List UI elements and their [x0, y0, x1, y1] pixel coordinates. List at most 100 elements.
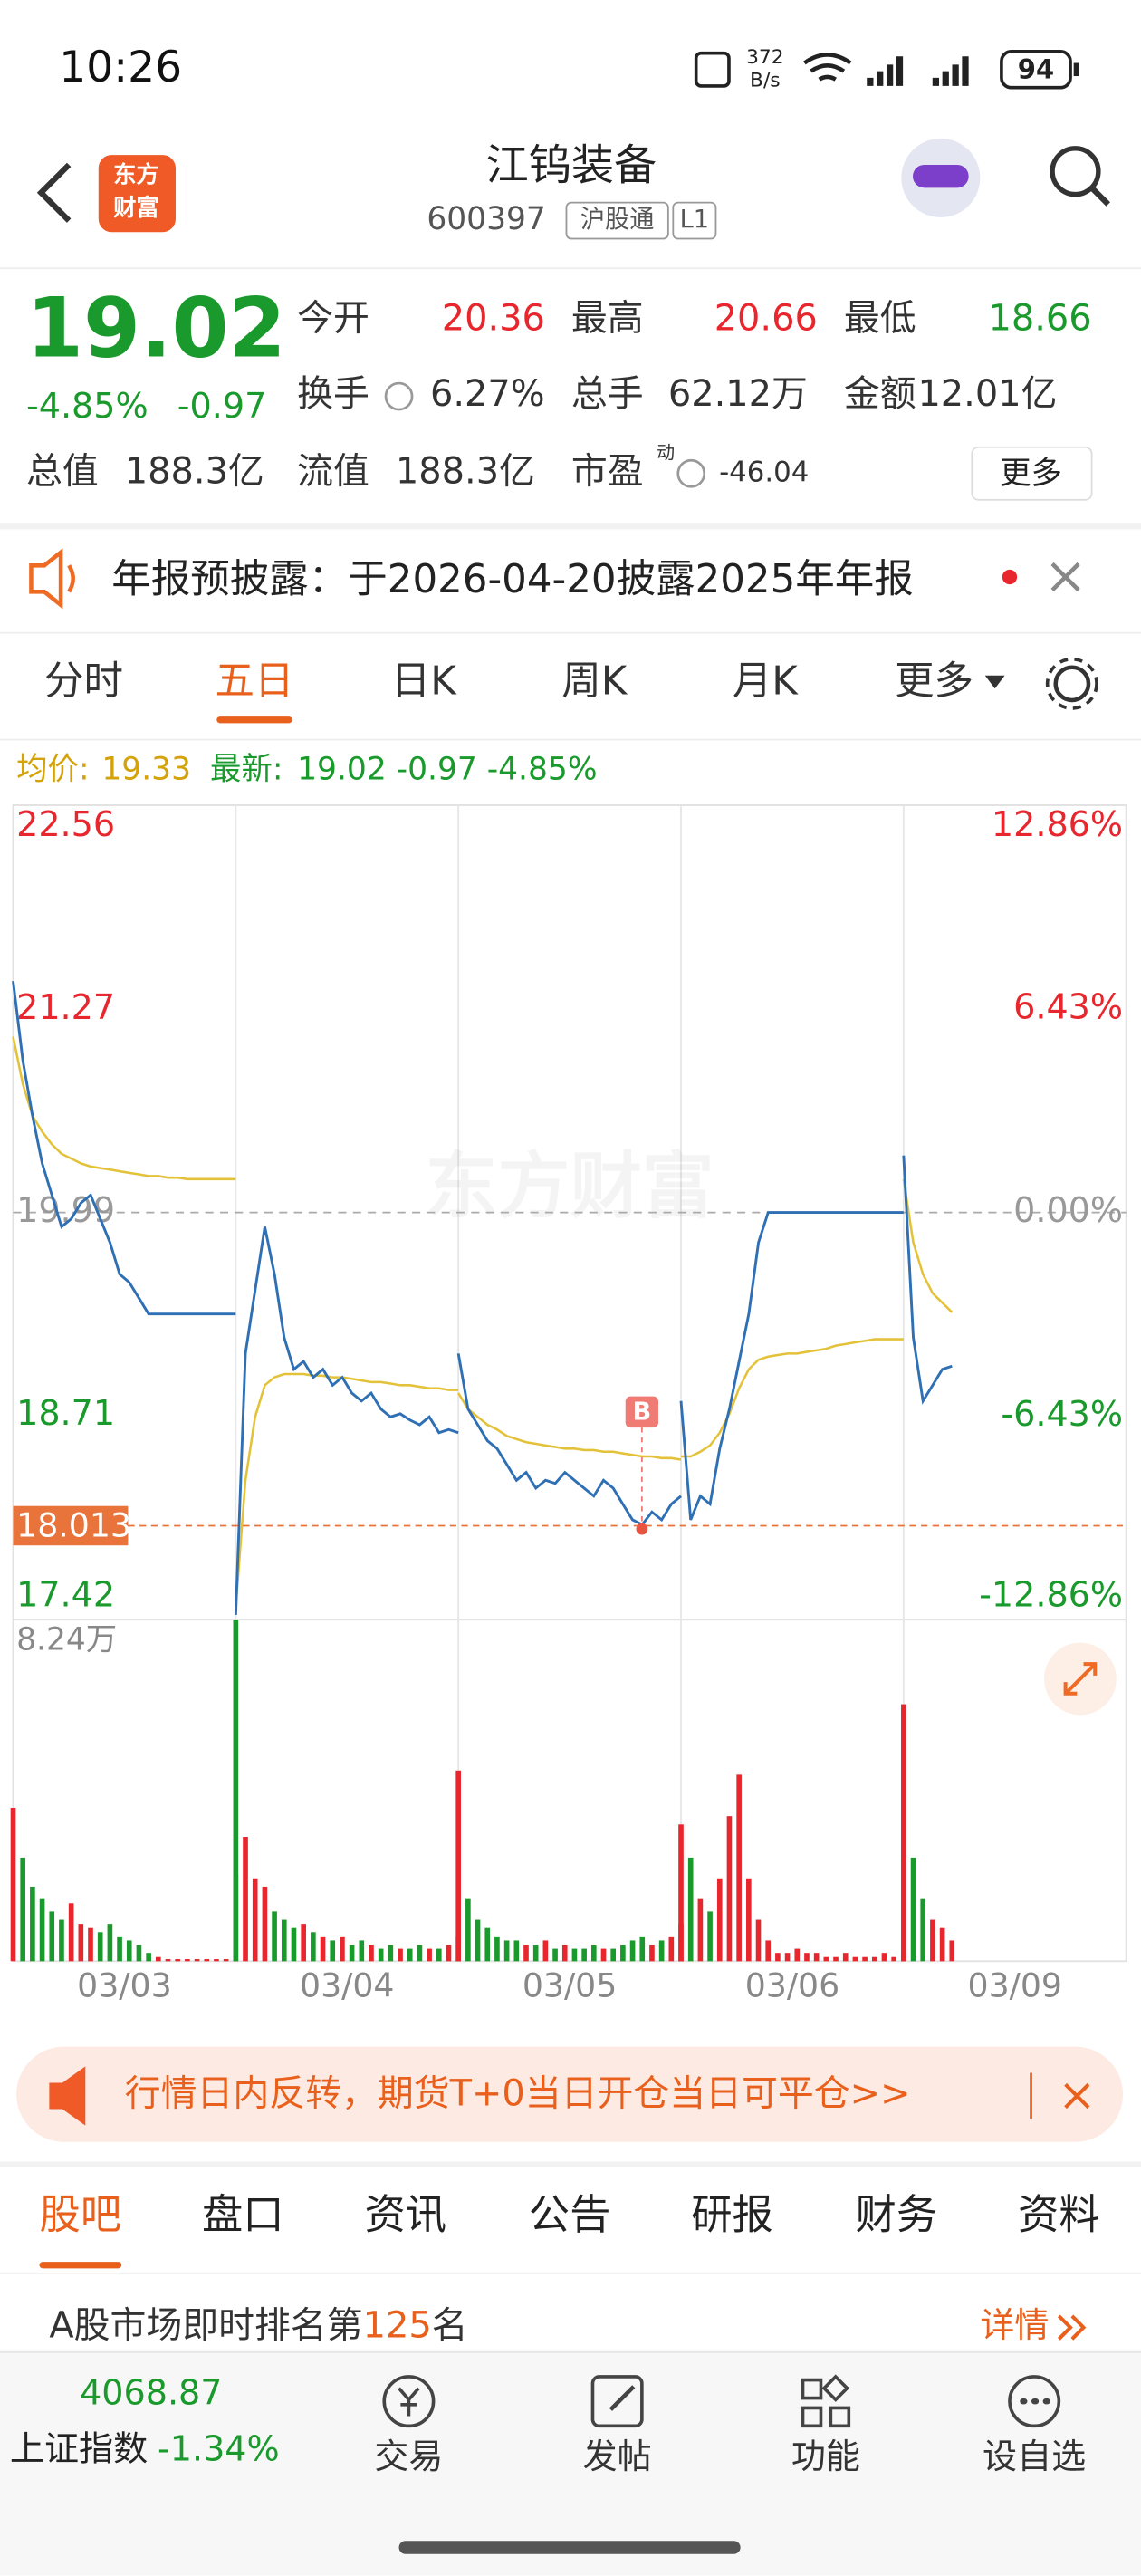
notice-text[interactable]: 年报预披露：于2026-04-20披露2025年年报 — [111, 557, 914, 602]
volume-bar — [581, 1948, 587, 1962]
cost-label: 18.013 — [16, 1505, 131, 1544]
settings-button[interactable] — [1053, 665, 1091, 703]
volume-bar — [600, 1948, 607, 1962]
y2-tick-label: 0.00% — [1013, 1190, 1123, 1230]
volume-bar — [561, 1945, 568, 1962]
volume-bar — [340, 1936, 345, 1962]
volume-bar — [542, 1940, 549, 1962]
volume-bar — [194, 1959, 200, 1962]
volume-bar — [10, 1807, 16, 1962]
volume-bar — [862, 1956, 868, 1962]
y-tick-label: 22.56 — [16, 804, 115, 844]
detail-link[interactable]: 详情 — [980, 2305, 1049, 2345]
volume-bar — [687, 1857, 694, 1962]
volume-bar — [465, 1898, 471, 1962]
nav-label[interactable]: 交易 — [374, 2437, 443, 2476]
volume-bar — [590, 1945, 597, 1962]
volume-bar — [369, 1945, 374, 1962]
y2-tick-label: 6.43% — [1013, 986, 1123, 1026]
volume-bar — [658, 1940, 665, 1962]
promo-banner[interactable] — [16, 2046, 1124, 2142]
volume-bar — [68, 1903, 74, 1962]
volume-bar — [311, 1932, 316, 1962]
volume-bar — [949, 1940, 955, 1962]
nav-label[interactable]: 发帖 — [583, 2437, 652, 2476]
series-line — [679, 1211, 904, 1521]
volume-bar — [910, 1857, 916, 1962]
section-tab[interactable]: 资讯 — [364, 2191, 446, 2239]
volume-bar — [503, 1940, 510, 1962]
index-value[interactable]: 4068.87 — [80, 2372, 222, 2412]
volume-bar — [88, 1927, 93, 1962]
series-line — [457, 1392, 682, 1461]
stock-code: 600397 — [427, 201, 545, 237]
volume-bar — [571, 1948, 578, 1962]
legend-value: 19.33 — [101, 751, 191, 787]
close-notice[interactable] — [1050, 562, 1080, 592]
field-value: 188.3亿 — [396, 450, 535, 492]
section-tab-active[interactable]: 股吧 — [40, 2191, 122, 2239]
close-promo[interactable] — [1064, 2082, 1090, 2110]
volume-bar — [794, 1948, 801, 1962]
volume-bar — [427, 1948, 432, 1962]
section-tab[interactable]: 盘口 — [202, 2191, 284, 2239]
nav-label[interactable]: 功能 — [791, 2437, 860, 2476]
info-icon[interactable] — [384, 381, 414, 411]
legend-name: 最新: — [210, 751, 283, 787]
period-tab[interactable]: 月K — [733, 658, 799, 704]
section-tab[interactable]: 财务 — [856, 2191, 938, 2239]
field-value: 18.66 — [988, 298, 1091, 340]
period-tab[interactable]: 更多 — [895, 658, 973, 704]
search-button[interactable] — [1050, 146, 1101, 197]
chart-frame — [12, 804, 1127, 1963]
index-line[interactable]: 上证指数 -1.34% — [10, 2428, 280, 2468]
cost-label-box — [13, 1505, 129, 1546]
yen-glyph — [398, 2387, 420, 2417]
period-tab-active[interactable]: 五日 — [216, 658, 294, 704]
volume-bar — [736, 1774, 742, 1962]
section-tab[interactable]: 研报 — [691, 2191, 773, 2239]
y-tick-label: 18.71 — [16, 1393, 115, 1433]
period-tab[interactable]: 周K — [561, 658, 628, 704]
volume-bar — [272, 1911, 277, 1962]
section-tab[interactable]: 公告 — [529, 2191, 611, 2239]
field-value: 20.66 — [714, 298, 818, 340]
volume-bar — [532, 1945, 539, 1962]
volume-bar — [243, 1837, 248, 1962]
volume-bar — [891, 1956, 896, 1962]
volume-bar — [291, 1927, 297, 1962]
volume-bar — [30, 1886, 35, 1962]
change-pct: -4.85% — [26, 386, 149, 426]
volume-bar — [398, 1948, 403, 1962]
last-price: 19.02 — [26, 282, 286, 377]
volume-bar — [842, 1953, 849, 1962]
more-button[interactable] — [971, 446, 1093, 501]
volume-bar — [494, 1936, 500, 1962]
nfc-icon — [694, 51, 731, 88]
volume-bar — [20, 1857, 26, 1962]
dropdown-arrow — [984, 675, 1005, 689]
volume-bar — [175, 1959, 181, 1962]
volume-bar — [813, 1953, 820, 1962]
section-gap — [0, 523, 1141, 530]
field-label: 换手 — [297, 373, 369, 415]
back-button[interactable] — [36, 162, 72, 223]
volume-bar — [697, 1898, 704, 1962]
volume-bar — [523, 1945, 529, 1962]
period-tab[interactable]: 日K — [391, 658, 457, 704]
watchlist-icon — [1008, 2375, 1061, 2428]
nav-label[interactable]: 设自选 — [983, 2437, 1086, 2476]
volume-bar — [765, 1940, 772, 1962]
promo-text: 行情日内反转，期货T+0当日开仓当日可平仓>> — [125, 2072, 911, 2114]
section-tab[interactable]: 资料 — [1018, 2191, 1100, 2239]
trade-icon — [382, 2375, 436, 2428]
ranking-prefix: A股市场即时排名第 — [49, 2304, 362, 2346]
legend-value: 19.02 -0.97 -4.85% — [297, 751, 597, 787]
period-tab[interactable]: 分时 — [44, 658, 123, 704]
x-tick-label: 03/09 — [968, 1966, 1062, 2004]
x-tick-label: 03/06 — [745, 1966, 839, 2004]
volume-bar — [484, 1927, 491, 1962]
info-icon[interactable] — [676, 458, 706, 488]
series-line — [902, 1178, 954, 1313]
volume-bar — [223, 1959, 229, 1962]
